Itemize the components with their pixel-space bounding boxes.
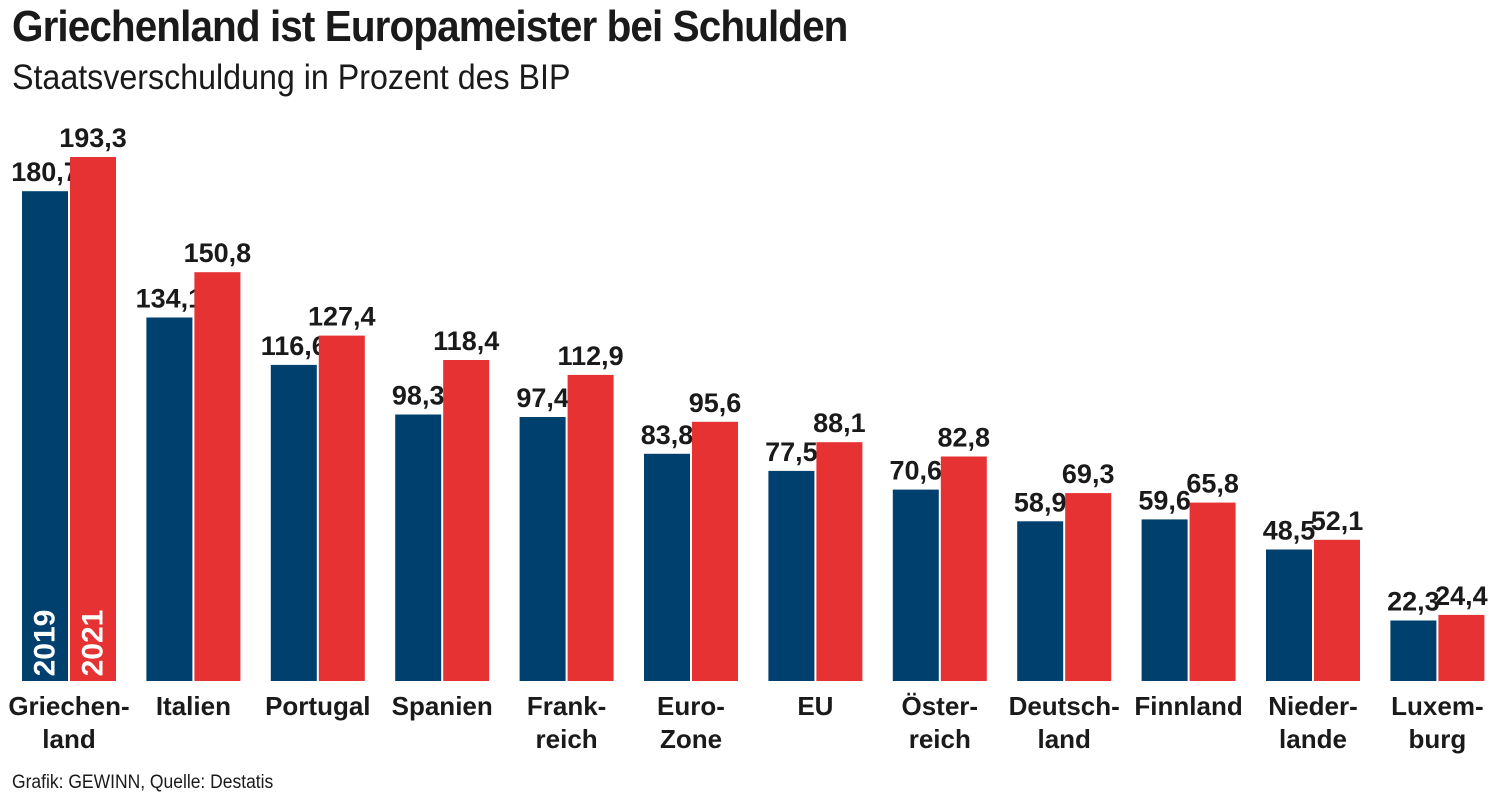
data-label: 193,3 [59, 123, 127, 153]
data-label: 118,4 [433, 326, 499, 356]
category-label-line: Euro- [657, 691, 725, 721]
category-label-line: land [42, 724, 95, 754]
bar-2021 [194, 272, 241, 681]
bar-2019 [22, 191, 68, 681]
bar-2021 [1314, 539, 1360, 681]
bar-2019 [1141, 519, 1188, 681]
data-label: 69,3 [1062, 459, 1115, 489]
category-label-line: Frank- [527, 691, 606, 721]
source-note: Grafik: GEWINN, Quelle: Destatis [12, 772, 274, 793]
bar-2019 [1017, 521, 1064, 681]
category-label: Nieder-lande [1268, 691, 1358, 754]
data-label: 116,6 [261, 331, 327, 361]
category-label: Luxem-burg [1391, 691, 1483, 754]
bar-2021 [940, 456, 987, 681]
chart-title: Griechenland ist Europameister bei Schul… [12, 2, 848, 51]
bar-2019 [892, 489, 939, 681]
category-label: Finnland [1134, 691, 1242, 721]
category-label-line: land [1037, 724, 1090, 754]
legend-label-2019: 2019 [29, 610, 62, 677]
data-label: 24,4 [1435, 581, 1488, 611]
data-label: 112,9 [558, 341, 624, 371]
data-label: 127,4 [308, 302, 376, 332]
bar-2021 [443, 360, 490, 681]
category-label-line: Deutsch- [1009, 691, 1120, 721]
category-label-line: reich [536, 724, 598, 754]
category-label-line: Finnland [1134, 691, 1242, 721]
bar-2021 [692, 421, 738, 681]
data-label: 58,9 [1014, 487, 1067, 517]
category-label-line: reich [909, 724, 971, 754]
category-label: Griechen-land [8, 691, 129, 754]
data-label: 134,1 [136, 284, 204, 314]
category-label: Euro-Zone [657, 691, 725, 754]
data-label: 22,3 [1387, 587, 1440, 617]
data-label: 70,6 [890, 456, 943, 486]
category-label-line: Öster- [902, 691, 979, 721]
chart-subtitle: Staatsverschuldung in Prozent des BIP [12, 58, 571, 97]
data-label: 59,6 [1138, 485, 1191, 515]
data-label: 98,3 [392, 381, 445, 411]
bar-2021 [1438, 614, 1485, 681]
bar-2019 [1266, 549, 1312, 681]
bar-2019 [644, 453, 690, 681]
category-label-line: burg [1409, 724, 1467, 754]
category-label: Portugal [265, 691, 370, 721]
category-label-line: Zone [660, 724, 722, 754]
bar-2019 [1390, 620, 1437, 681]
data-label: 88,1 [813, 408, 866, 438]
bar-2021 [318, 335, 365, 681]
category-label-line: EU [797, 691, 833, 721]
category-label-line: Luxem- [1391, 691, 1483, 721]
data-label: 83,8 [641, 420, 694, 450]
data-label: 95,6 [689, 388, 742, 418]
data-label: 65,8 [1186, 469, 1239, 499]
bar-2021 [816, 442, 863, 681]
bar-2019 [146, 317, 193, 681]
bar-2019 [395, 414, 442, 681]
bar-2021 [70, 157, 116, 681]
data-label: 77,5 [765, 437, 818, 467]
category-label: Öster-reich [902, 691, 979, 754]
category-label-line: Portugal [265, 691, 370, 721]
bar-2019 [768, 470, 815, 681]
data-label: 82,8 [938, 423, 991, 453]
category-label: Frank-reich [527, 691, 606, 754]
category-label: Italien [156, 691, 231, 721]
bar-2019 [519, 417, 566, 681]
bar-2021 [1065, 493, 1112, 681]
data-label: 48,5 [1263, 516, 1316, 546]
category-label-line: Spanien [392, 691, 493, 721]
bar-2021 [567, 374, 614, 681]
category-label: Spanien [392, 691, 493, 721]
data-label: 52,1 [1311, 506, 1364, 536]
data-label: 97,4 [516, 383, 569, 413]
category-label-line: Griechen- [8, 691, 129, 721]
legend-label-2021: 2021 [77, 610, 110, 677]
bar-2021 [1189, 502, 1236, 681]
category-label: Deutsch-land [1009, 691, 1120, 754]
category-label-line: lande [1279, 724, 1347, 754]
category-label-line: Italien [156, 691, 231, 721]
data-label: 150,8 [184, 238, 252, 268]
category-label-line: Nieder- [1268, 691, 1358, 721]
data-label: 180,7 [11, 157, 79, 187]
category-label: EU [797, 691, 833, 721]
bar-2019 [270, 364, 317, 681]
